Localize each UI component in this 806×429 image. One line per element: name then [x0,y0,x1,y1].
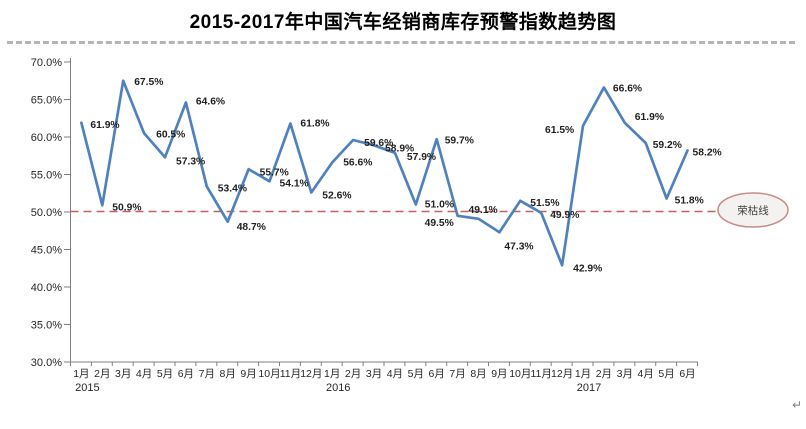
section-divider-dashed [7,41,795,44]
data-point-label: 57.3% [176,156,205,167]
x-month-label: 4月 [136,368,152,380]
y-tick-label: 55.0% [31,170,62,182]
y-tick-label: 35.0% [31,320,62,332]
x-month-label: 9月 [491,368,507,380]
x-month-label: 2月 [345,368,361,380]
x-month-label: 3月 [366,368,382,380]
y-tick-label: 50.0% [31,207,62,219]
data-point-label: 50.9% [112,202,141,213]
x-month-label: 10月 [509,368,531,380]
data-point-label: 49.9% [550,210,579,221]
x-month-label: 4月 [387,368,403,380]
x-year-label: 2016 [326,382,350,394]
x-month-label: 9月 [240,368,256,380]
x-month-label: 6月 [679,368,695,380]
x-month-label: 12月 [300,368,322,380]
x-month-label: 1月 [575,368,591,380]
data-point-label: 61.8% [300,119,329,130]
data-point-label: 47.3% [504,241,533,252]
x-month-label: 8月 [220,368,236,380]
data-point-label: 51.5% [530,198,559,209]
data-point-label: 64.6% [196,97,225,108]
x-month-label: 5月 [157,368,173,380]
data-point-label: 58.2% [693,148,722,159]
x-month-label: 10月 [258,368,280,380]
x-month-label: 11月 [530,368,551,380]
data-point-label: 61.5% [545,125,574,136]
x-month-label: 6月 [178,368,194,380]
x-year-label: 2017 [577,382,601,394]
data-point-label: 61.9% [90,120,119,131]
data-point-label: 67.5% [134,77,163,88]
chart-title: 2015-2017年中国汽车经销商库存预警指数趋势图 [189,12,617,33]
data-point-label: 48.7% [237,222,266,233]
benchmark-ellipse [717,192,789,228]
x-month-label: 3月 [115,368,131,380]
data-point-label: 57.9% [407,152,436,163]
y-tick-label: 60.0% [31,132,62,144]
x-month-label: 7月 [449,368,465,380]
x-month-label: 1月 [73,368,89,380]
x-month-label: 12月 [551,368,573,380]
data-point-label: 59.6% [364,138,393,149]
x-month-label: 5月 [658,368,674,380]
data-point-label: 51.8% [675,196,704,207]
data-point-label: 58.9% [385,143,414,154]
x-month-label: 11月 [280,368,301,380]
data-point-label: 42.9% [573,263,602,274]
data-point-label: 49.5% [425,218,454,229]
x-month-label: 7月 [199,368,215,380]
data-point-label: 51.0% [425,200,454,211]
data-point-label: 49.1% [469,205,498,216]
paragraph-return-mark: ↵ [792,398,803,412]
x-year-label: 2015 [75,382,99,394]
benchmark-label: 荣枯线 [737,204,769,217]
y-tick-label: 40.0% [31,282,62,294]
x-month-label: 8月 [470,368,486,380]
data-point-label: 52.6% [322,191,351,202]
data-point-label: 61.9% [635,112,664,123]
data-point-label: 59.7% [445,135,474,146]
x-month-label: 6月 [429,368,445,380]
data-point-label: 53.4% [218,184,247,195]
data-point-label: 54.1% [280,178,309,189]
data-point-label: 55.7% [260,167,289,178]
data-point-label: 66.6% [613,84,642,95]
x-month-label: 3月 [617,368,633,380]
y-tick-label: 45.0% [31,245,62,257]
x-month-label: 1月 [324,368,340,380]
x-month-label: 5月 [408,368,424,380]
y-tick-label: 70.0% [31,57,62,69]
y-tick-label: 30.0% [31,357,62,369]
x-month-label: 4月 [638,368,654,380]
y-tick-label: 65.0% [31,95,62,107]
x-month-label: 2月 [94,368,110,380]
data-point-label: 60.5% [156,129,185,140]
data-point-label: 56.6% [343,158,372,169]
trend-polyline [80,79,689,267]
data-point-label: 59.2% [653,140,682,151]
x-month-label: 2月 [596,368,612,380]
